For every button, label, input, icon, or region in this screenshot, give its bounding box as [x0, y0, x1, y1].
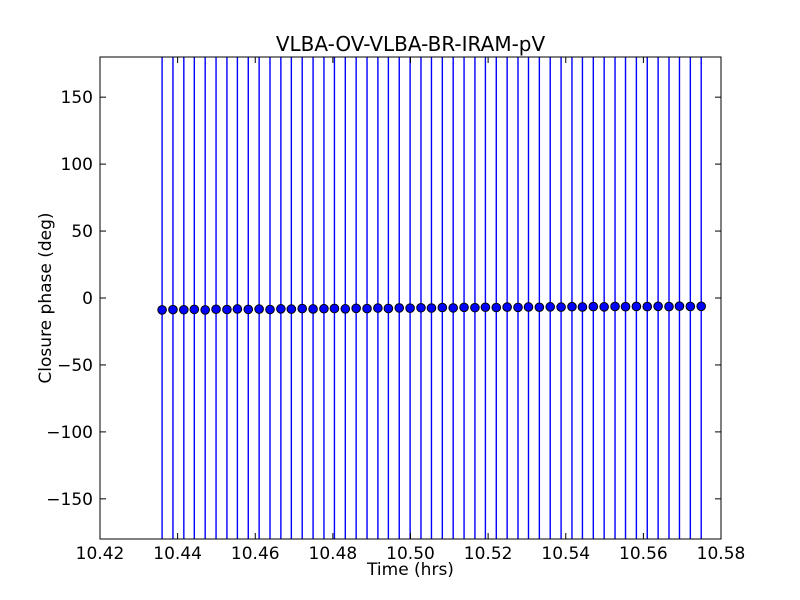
data-point-marker — [168, 304, 178, 315]
data-point-marker — [179, 304, 189, 315]
data-point-marker — [157, 305, 167, 315]
x-tick-label: 10.44 — [153, 544, 202, 564]
data-point-marker — [567, 301, 577, 312]
y-tick-label: −50 — [57, 356, 93, 376]
x-tick-label: 10.54 — [541, 544, 590, 564]
data-point-marker — [297, 303, 308, 314]
data-point-marker — [556, 302, 566, 312]
data-point-marker — [373, 303, 383, 313]
y-axis-label: Closure phase (deg) — [36, 212, 56, 383]
error-bars-layer — [161, 57, 702, 539]
data-point-marker — [620, 301, 631, 312]
data-point-marker — [200, 305, 210, 315]
data-point-marker — [523, 302, 534, 312]
data-point-marker — [308, 304, 318, 314]
data-point-marker — [599, 302, 609, 312]
axes-box-outline — [99, 56, 722, 540]
data-point-marker — [480, 302, 491, 313]
data-point-marker — [362, 303, 372, 314]
data-point-marker — [276, 304, 286, 314]
data-point-marker — [470, 302, 480, 313]
data-point-marker — [674, 301, 685, 311]
data-point-marker — [545, 302, 556, 312]
data-point-marker — [664, 301, 674, 312]
y-tick-label: 150 — [61, 88, 93, 108]
data-point-marker — [222, 304, 232, 315]
data-point-marker — [491, 302, 502, 313]
data-point-marker — [437, 302, 448, 313]
data-point-marker — [416, 302, 426, 313]
data-point-marker — [383, 303, 394, 314]
data-point-marker — [588, 301, 599, 312]
y-tick-labels: −150 −100 −50 0 50 100 150 — [46, 88, 93, 510]
data-point-marker — [243, 304, 254, 315]
data-point-marker — [513, 302, 523, 313]
y-tick-label: 0 — [82, 289, 93, 309]
data-point-marker — [448, 303, 458, 313]
data-point-marker — [211, 304, 221, 315]
data-point-marker — [265, 304, 275, 315]
data-point-marker — [577, 302, 588, 312]
x-tick-label: 10.52 — [464, 544, 513, 564]
data-point-marker — [502, 302, 512, 312]
y-tick-label: −150 — [46, 490, 93, 510]
data-point-marker — [340, 304, 351, 314]
data-point-marker — [685, 301, 696, 312]
x-tick-label: 10.56 — [619, 544, 668, 564]
data-point-marker — [610, 301, 620, 312]
data-point-marker — [631, 301, 642, 312]
x-tick-label: 10.46 — [231, 544, 280, 564]
x-tick-label: 10.48 — [309, 544, 358, 564]
data-point-marker — [405, 303, 415, 313]
x-tick-label: 10.50 — [386, 544, 435, 564]
data-point-marker — [351, 303, 361, 314]
data-point-marker — [696, 301, 707, 312]
x-axis-label: Time (hrs) — [366, 560, 454, 580]
data-point-marker — [459, 302, 469, 313]
data-point-marker — [642, 301, 653, 312]
data-point-marker — [426, 303, 437, 313]
data-point-marker — [254, 304, 264, 314]
data-point-marker — [232, 304, 243, 314]
markers-layer — [157, 301, 707, 315]
chart-title: VLBA-OV-VLBA-BR-IRAM-pV — [276, 32, 546, 56]
data-point-marker — [189, 304, 200, 315]
data-point-marker — [319, 303, 329, 314]
data-point-marker — [329, 303, 340, 314]
data-point-marker — [286, 304, 297, 314]
x-tick-labels: 10.42 10.44 10.46 10.48 10.50 10.52 10.54 10.56… — [76, 544, 746, 564]
x-tick-label: 10.42 — [76, 544, 125, 564]
data-point-marker — [653, 301, 663, 312]
data-point-marker — [394, 303, 405, 313]
data-point-marker — [534, 302, 545, 313]
y-tick-label: 50 — [71, 222, 93, 242]
y-tick-label: 100 — [61, 155, 93, 175]
y-tick-label: −100 — [46, 423, 93, 443]
x-tick-label: 10.58 — [697, 544, 746, 564]
